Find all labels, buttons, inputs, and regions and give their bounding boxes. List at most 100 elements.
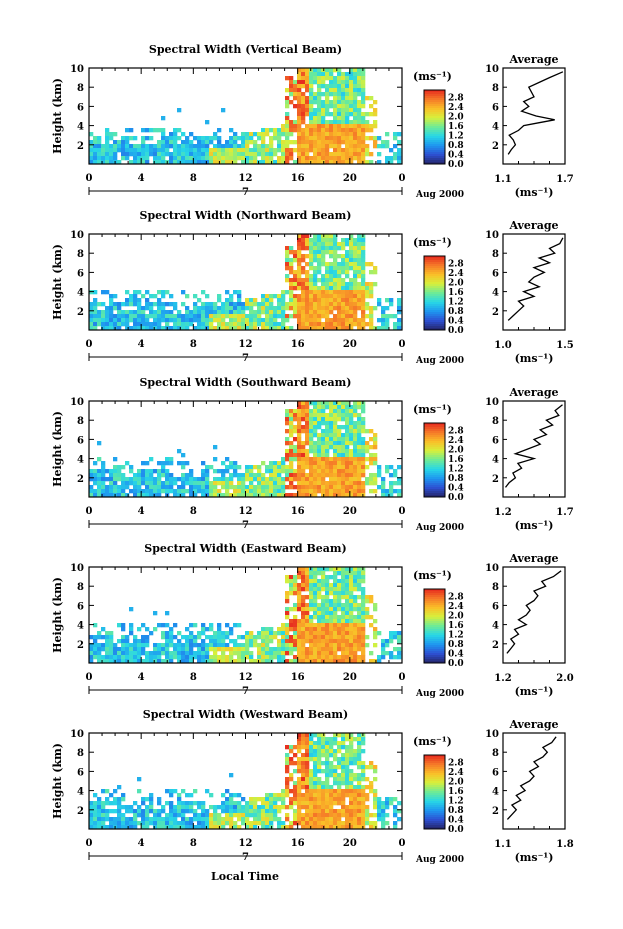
heatmap-cell — [357, 457, 362, 462]
heatmap-cell — [349, 485, 354, 490]
heatmap-cell — [321, 449, 326, 454]
heatmap-cell — [329, 737, 334, 742]
heatmap-cell — [333, 575, 338, 580]
heatmap-cell — [257, 647, 262, 652]
heatmap-cell — [325, 805, 330, 810]
heatmap-cell — [393, 647, 398, 652]
heatmap-cell — [225, 797, 230, 802]
heatmap-cell — [305, 140, 310, 145]
heatmap-cell — [205, 465, 210, 470]
heatmap-cell — [325, 262, 330, 267]
heatmap-cell — [361, 112, 366, 117]
colorbar-segment — [424, 593, 445, 596]
heatmap-cell — [281, 314, 286, 319]
heatmap-cell — [245, 485, 250, 490]
heatmap-cell — [105, 469, 110, 474]
heatmap-cell — [125, 651, 130, 656]
heatmap-cell — [317, 318, 322, 323]
heatmap-cell — [289, 651, 294, 656]
heatmap-cell — [197, 144, 202, 149]
x-tick-label: 0 — [86, 838, 93, 849]
heatmap-cell — [229, 825, 234, 830]
heatmap-cell — [357, 405, 362, 410]
heatmap-cell — [345, 457, 350, 462]
heatmap-cell — [249, 821, 254, 826]
heatmap-cell — [145, 318, 150, 323]
heatmap-cell — [321, 481, 326, 486]
heatmap-cell — [133, 643, 138, 648]
heatmap-cell — [345, 104, 350, 109]
colorbar-segment — [424, 789, 445, 792]
heatmap-cell — [129, 477, 134, 482]
heatmap-cell — [337, 282, 342, 287]
heatmap-cell — [337, 302, 342, 307]
heatmap-cell — [193, 477, 198, 482]
y-tick-label: 10 — [70, 230, 84, 241]
heatmap-cell — [149, 821, 154, 826]
heatmap-cell — [209, 623, 214, 628]
heatmap-cell — [345, 108, 350, 113]
heatmap-cell — [117, 651, 122, 656]
heatmap-cell — [261, 160, 266, 165]
heatmap-cell — [181, 817, 186, 822]
heatmap-cell — [285, 615, 290, 620]
heatmap-cell — [361, 453, 366, 458]
heatmap-cell — [317, 817, 322, 822]
colorbar-segment — [424, 96, 445, 99]
heatmap-cell — [113, 489, 118, 494]
heatmap-cell — [177, 128, 182, 133]
heatmap-cell — [301, 246, 306, 251]
heatmap-cell — [317, 144, 322, 149]
y-tick-label: 6 — [77, 767, 84, 778]
heatmap-cell — [117, 477, 122, 482]
heatmap-cell — [345, 749, 350, 754]
heatmap-cell — [357, 615, 362, 620]
heatmap-cell — [337, 437, 342, 442]
heatmap-cell — [113, 809, 118, 814]
heatmap-cell — [297, 425, 302, 430]
average-y-tick-label: 10 — [485, 563, 499, 574]
heatmap-cell — [189, 655, 194, 660]
heatmap-cell — [349, 745, 354, 750]
heatmap-cell — [169, 152, 174, 157]
heatmap-cell — [93, 813, 98, 818]
heatmap-cell — [321, 485, 326, 490]
y-tick-label: 2 — [77, 307, 84, 318]
average-y-tick-label: 4 — [492, 122, 499, 133]
heatmap-cell — [341, 595, 346, 600]
heatmap-cell — [357, 282, 362, 287]
heatmap-cell — [157, 298, 162, 303]
heatmap-cell — [109, 322, 114, 327]
heatmap-cell — [313, 655, 318, 660]
heatmap-cell — [97, 659, 102, 664]
x-tick-label: 0 — [399, 838, 406, 849]
heatmap-cell — [105, 485, 110, 490]
heatmap-cell — [221, 639, 226, 644]
heatmap-cell — [249, 140, 254, 145]
heatmap-cell — [265, 314, 270, 319]
heatmap-cell — [321, 413, 326, 418]
heatmap-cell — [353, 615, 358, 620]
heatmap-cell — [101, 310, 106, 315]
heatmap-cell — [137, 643, 142, 648]
heatmap-cell — [309, 250, 314, 255]
heatmap-cell — [341, 737, 346, 742]
heatmap-cell — [309, 140, 314, 145]
heatmap-cell — [309, 793, 314, 798]
heatmap-cell — [297, 595, 302, 600]
heatmap-cell — [309, 108, 314, 113]
colorbar-segment — [424, 773, 445, 776]
heatmap-cell — [361, 306, 366, 311]
heatmap-cell — [269, 655, 274, 660]
heatmap-cell — [341, 314, 346, 319]
heatmap-cell — [217, 805, 222, 810]
heatmap-cell — [101, 473, 106, 478]
heatmap-cell — [233, 813, 238, 818]
heatmap-cell — [337, 745, 342, 750]
heatmap-cell — [173, 318, 178, 323]
heatmap-cell — [97, 457, 102, 462]
heatmap-cell — [317, 88, 322, 93]
heatmap-cell — [289, 469, 294, 474]
heatmap-cell — [205, 627, 210, 632]
heatmap-cell — [237, 294, 242, 299]
